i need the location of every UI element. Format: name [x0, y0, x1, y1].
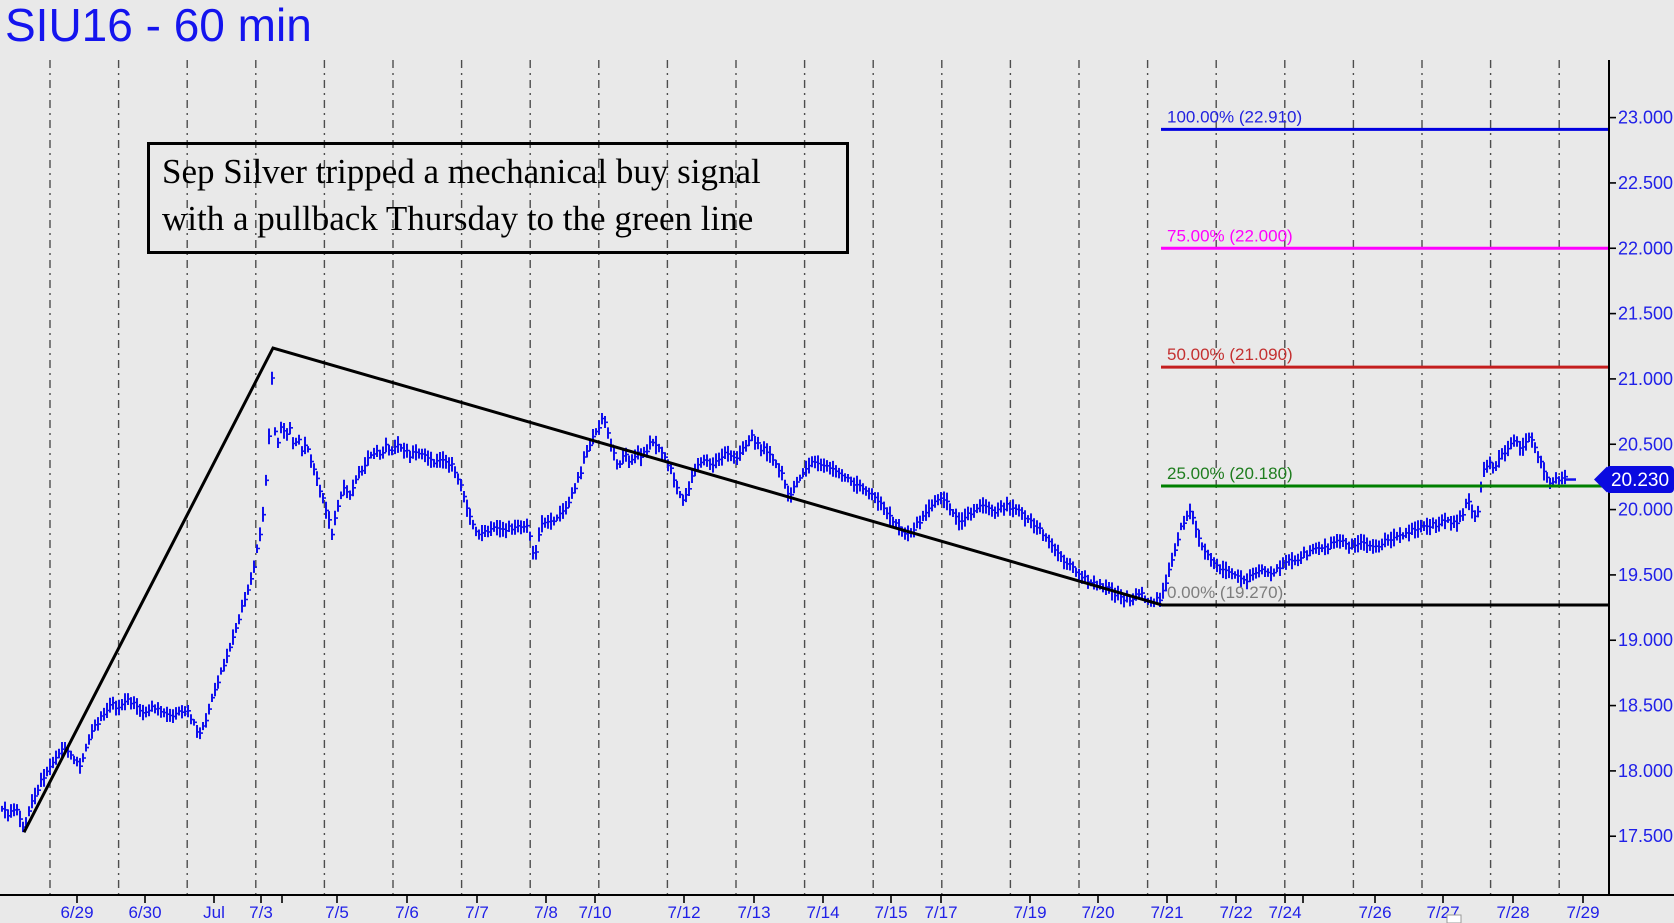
price-label: 18.000: [1618, 761, 1673, 781]
trendline-pivot[interactable]: [22, 346, 1608, 833]
price-label: 18.500: [1618, 696, 1673, 716]
date-label: 7/8: [534, 903, 558, 922]
date-label: 7/17: [924, 903, 957, 922]
date-label: 7/10: [578, 903, 611, 922]
date-label: 7/28: [1496, 903, 1529, 922]
date-label: 7/21: [1150, 903, 1183, 922]
date-label: 7/24: [1268, 903, 1301, 922]
price-bar-close-ticks: [2, 377, 1568, 828]
date-label: 6/29: [60, 903, 93, 922]
date-label: 7/26: [1358, 903, 1391, 922]
price-bars[interactable]: [1, 371, 1566, 833]
chart-title: SIU16 - 60 min: [5, 0, 312, 51]
fib-label-25.00%: 25.00% (20.180): [1167, 464, 1293, 483]
date-label: 7/7: [465, 903, 489, 922]
date-label: 7/14: [806, 903, 839, 922]
date-label: 7/3: [249, 903, 273, 922]
date-label: 6/30: [128, 903, 161, 922]
last-price-badge-arrow: [1594, 466, 1607, 493]
fib-label-75.00%: 75.00% (22.000): [1167, 226, 1293, 245]
price-label: 19.000: [1618, 630, 1673, 650]
date-label: 7/19: [1013, 903, 1046, 922]
price-label: 22.000: [1618, 238, 1673, 258]
date-label: 7/6: [395, 903, 419, 922]
date-label: 7/20: [1081, 903, 1114, 922]
date-label: 7/12: [667, 903, 700, 922]
price-label: 21.000: [1618, 369, 1673, 389]
price-label: 20.000: [1618, 500, 1673, 520]
last-price-badge: [1606, 466, 1674, 494]
date-label: 7/29: [1566, 903, 1599, 922]
date-label: Jul: [203, 903, 225, 922]
price-label: 17.500: [1618, 826, 1673, 846]
annotation-line-1: Sep Silver tripped a mechanical buy sign…: [162, 152, 761, 191]
date-label: 7/5: [325, 903, 349, 922]
date-label: 7/22: [1219, 903, 1252, 922]
date-label: 7/15: [874, 903, 907, 922]
annotation-line-2: with a pullback Thursday to the green li…: [162, 199, 754, 238]
fib-label-0.00%: 0.00% (19.270): [1167, 583, 1283, 602]
price-label: 19.500: [1618, 565, 1673, 585]
fib-label-100.00%: 100.00% (22.910): [1167, 107, 1302, 126]
price-label: 21.500: [1618, 304, 1673, 324]
price-label: 22.500: [1618, 173, 1673, 193]
date-label: 7/13: [737, 903, 770, 922]
fib-label-50.00%: 50.00% (21.090): [1167, 345, 1293, 364]
price-label: 23.000: [1618, 108, 1673, 128]
annotation-box[interactable]: Sep Silver tripped a mechanical buy sign…: [147, 142, 849, 254]
last-price-badge-label: 20.230: [1611, 470, 1669, 491]
price-label: 20.500: [1618, 434, 1673, 454]
corner-widget[interactable]: [1446, 914, 1462, 923]
